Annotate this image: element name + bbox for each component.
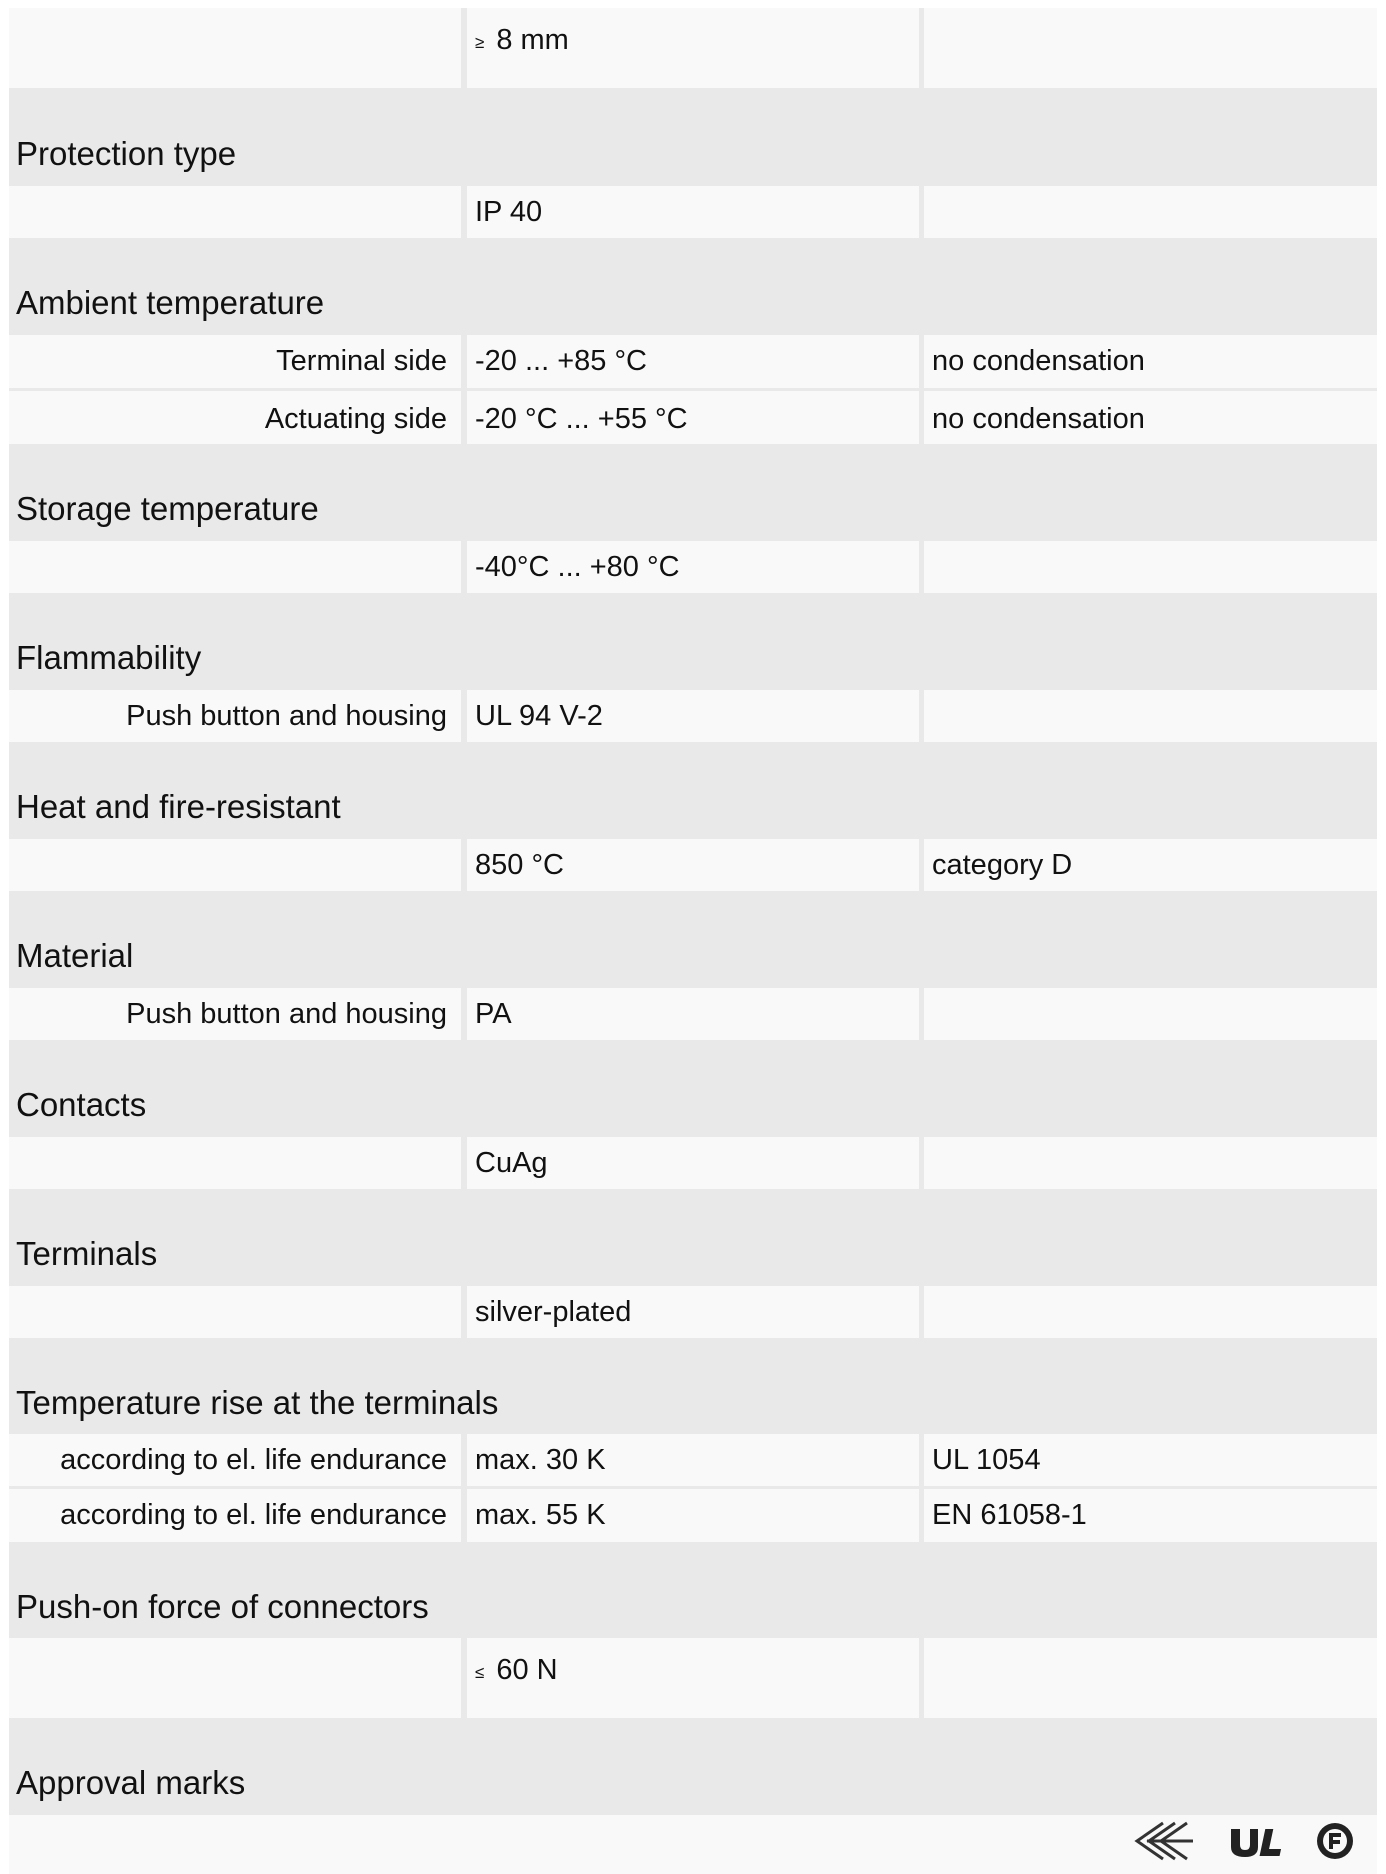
row-note bbox=[924, 690, 1377, 742]
row-value: -20 ... +85 °C bbox=[467, 335, 919, 388]
spec-row: -40°C ... +80 °C bbox=[9, 541, 1377, 593]
section-heading: Approval marks bbox=[16, 1764, 246, 1801]
row-value: -20 °C ... +55 °C bbox=[467, 391, 919, 447]
row-label bbox=[9, 1286, 461, 1338]
section-header-band bbox=[9, 1718, 1377, 1815]
section-heading: Storage temperature bbox=[16, 490, 319, 527]
row-note bbox=[924, 186, 1377, 238]
row-label bbox=[9, 839, 461, 891]
row-note bbox=[924, 1286, 1377, 1338]
row-note bbox=[924, 1137, 1377, 1189]
section-heading: Terminals bbox=[16, 1235, 158, 1272]
spec-row: 850 °C category D bbox=[9, 839, 1377, 891]
section-header-band bbox=[9, 1040, 1377, 1137]
section-heading: Contacts bbox=[16, 1086, 147, 1123]
approval-marks bbox=[1101, 1819, 1357, 1868]
row-label: according to el. life endurance bbox=[9, 1434, 461, 1486]
section-heading: Temperature rise at the terminals bbox=[16, 1384, 499, 1421]
spec-row: IP 40 bbox=[9, 186, 1377, 238]
row-label bbox=[9, 1638, 461, 1718]
row-label: Terminal side bbox=[9, 335, 461, 388]
row-value: ≥ 8 mm bbox=[467, 8, 919, 88]
section-header-band bbox=[9, 742, 1377, 839]
row-note bbox=[924, 8, 1377, 88]
row-value-text: 8 mm bbox=[496, 24, 569, 56]
row-label bbox=[9, 186, 461, 238]
section-heading: Heat and fire-resistant bbox=[16, 788, 341, 825]
row-note: UL 1054 bbox=[924, 1434, 1377, 1486]
row-label: Actuating side bbox=[9, 391, 461, 447]
spec-row: according to el. life endurance max. 30 … bbox=[9, 1434, 1377, 1486]
spec-row: Push button and housing UL 94 V-2 bbox=[9, 690, 1377, 742]
spec-row: CuAg bbox=[9, 1137, 1377, 1189]
row-label: Push button and housing bbox=[9, 690, 461, 742]
row-label: Push button and housing bbox=[9, 988, 461, 1040]
row-note: EN 61058-1 bbox=[924, 1489, 1377, 1542]
spec-row: Push button and housing PA bbox=[9, 988, 1377, 1040]
greater-or-equal-icon: ≥ bbox=[475, 33, 485, 52]
row-note: no condensation bbox=[924, 391, 1377, 447]
spec-row: Terminal side -20 ... +85 °C no condensa… bbox=[9, 335, 1377, 388]
row-note bbox=[924, 541, 1377, 593]
section-heading: Flammability bbox=[16, 639, 202, 676]
section-header-band bbox=[9, 891, 1377, 988]
row-value: max. 55 K bbox=[467, 1489, 919, 1542]
spec-row: Actuating side -20 °C ... +55 °C no cond… bbox=[9, 388, 1377, 447]
spec-row: silver-plated bbox=[9, 1286, 1377, 1338]
row-note bbox=[924, 1638, 1377, 1718]
row-value: UL 94 V-2 bbox=[467, 690, 919, 742]
row-label bbox=[9, 541, 461, 593]
approval-marks-row bbox=[9, 1815, 1377, 1874]
section-header-band bbox=[9, 444, 1377, 541]
section-heading: Material bbox=[16, 937, 134, 974]
section-heading: Ambient temperature bbox=[16, 284, 325, 321]
row-value: IP 40 bbox=[467, 186, 919, 238]
section-header-band bbox=[9, 238, 1377, 335]
row-label bbox=[9, 1137, 461, 1189]
row-note: no condensation bbox=[924, 335, 1377, 388]
section-heading: Push-on force of connectors bbox=[16, 1588, 429, 1625]
section-header-band bbox=[9, 1189, 1377, 1286]
section-header-band bbox=[9, 593, 1377, 690]
row-value: PA bbox=[467, 988, 919, 1040]
spec-row: ≥ 8 mm bbox=[9, 8, 1377, 88]
section-header-band bbox=[9, 1542, 1377, 1638]
row-note: category D bbox=[924, 839, 1377, 891]
row-label: according to el. life endurance bbox=[9, 1489, 461, 1542]
section-heading: Protection type bbox=[16, 135, 237, 172]
row-value: max. 30 K bbox=[467, 1434, 919, 1486]
row-value-text: 60 N bbox=[496, 1654, 558, 1686]
spec-row: according to el. life endurance max. 55 … bbox=[9, 1486, 1377, 1542]
enec-approval-icon bbox=[1129, 1819, 1199, 1868]
section-header-band bbox=[9, 1338, 1377, 1434]
spec-row: ≤ 60 N bbox=[9, 1638, 1377, 1718]
section-header-band bbox=[9, 88, 1377, 186]
row-value: ≤ 60 N bbox=[467, 1638, 919, 1718]
csa-approval-icon bbox=[1313, 1819, 1357, 1868]
row-value: -40°C ... +80 °C bbox=[467, 541, 919, 593]
row-value: CuAg bbox=[467, 1137, 919, 1189]
ul-recognized-icon bbox=[1227, 1821, 1285, 1866]
row-label bbox=[9, 8, 461, 88]
row-value: 850 °C bbox=[467, 839, 919, 891]
row-value: silver-plated bbox=[467, 1286, 919, 1338]
less-or-equal-icon: ≤ bbox=[475, 1663, 485, 1682]
row-note bbox=[924, 988, 1377, 1040]
